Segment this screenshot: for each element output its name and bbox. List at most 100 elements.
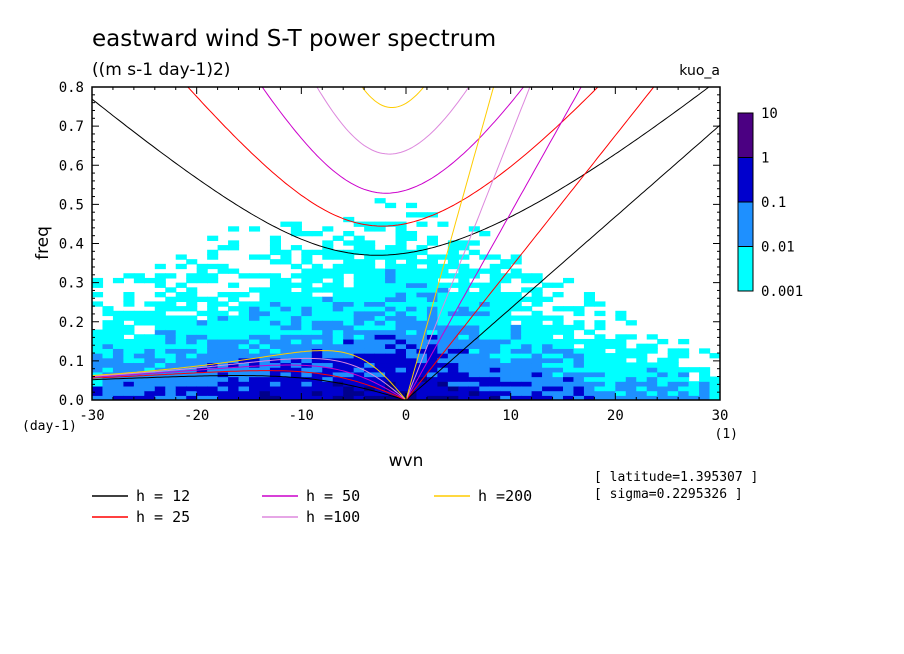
shade-cell [269, 324, 281, 331]
shade-cell [563, 324, 575, 331]
shade-cell [573, 376, 585, 382]
shade-cell [196, 338, 208, 345]
shade-cell [521, 320, 533, 326]
shade-cell [552, 329, 564, 335]
shade-cell [332, 287, 344, 293]
shade-cell [322, 390, 334, 396]
shade-cell [217, 343, 229, 349]
shade-cell [343, 268, 355, 274]
shade-cell [311, 315, 323, 321]
shade-cell [573, 338, 585, 345]
shade-cell [301, 254, 313, 260]
shade-cell [458, 315, 470, 321]
shade-cell [217, 367, 229, 373]
shade-cell [667, 371, 679, 378]
shade-cell [416, 277, 428, 284]
shade-cell [311, 268, 323, 274]
shade-cell [154, 338, 166, 345]
ig-curve [361, 87, 425, 108]
shade-cell [583, 357, 595, 364]
shade-cell [112, 362, 124, 368]
shade-cell [175, 376, 187, 382]
shade-cell [154, 320, 166, 326]
shade-cell [343, 301, 355, 307]
shade-cell [269, 343, 281, 349]
shade-cell [217, 390, 229, 396]
shade-cell [479, 306, 491, 312]
shade-cell [416, 287, 428, 293]
shade-cell [301, 301, 313, 307]
shade-cell [249, 367, 261, 373]
shade-cell [186, 287, 198, 293]
shade-cell [468, 268, 480, 274]
shade-cell [269, 371, 281, 378]
x-tick-label: 20 [607, 408, 624, 424]
shade-cell [353, 395, 365, 400]
shade-cell [175, 338, 187, 345]
shade-cell [426, 371, 438, 378]
shade-cell [374, 353, 386, 359]
shade-cell [259, 390, 271, 396]
shade-cell [290, 324, 302, 331]
shade-cell [311, 385, 323, 392]
shade-cell [322, 395, 334, 400]
shade-cell [583, 381, 595, 387]
shade-cell [385, 348, 397, 354]
shade-cell [196, 263, 208, 270]
shade-cell [196, 385, 208, 392]
shade-cell [290, 367, 302, 373]
y-tick-label: 0.3 [59, 276, 84, 292]
shade-cell [112, 385, 124, 392]
shade-cell [395, 273, 407, 279]
shade-cell [447, 282, 459, 288]
colorbar-box [737, 201, 754, 247]
shade-cell [615, 353, 627, 359]
rossby-curve [92, 375, 407, 400]
shade-cell [123, 385, 135, 392]
shade-cell [510, 362, 522, 368]
shade-cell [217, 376, 229, 382]
shade-cell [133, 376, 145, 382]
shade-cell [165, 334, 177, 340]
shade-cell [123, 395, 135, 400]
shade-cell [332, 353, 344, 359]
shade-cell [269, 249, 281, 256]
shade-cell [500, 263, 512, 270]
shade-cell [510, 371, 522, 378]
shade-cell [395, 310, 407, 317]
shade-cell [228, 240, 240, 246]
shade-cell [406, 315, 418, 321]
shade-cell [426, 277, 438, 284]
shade-cell [343, 310, 355, 317]
shade-cell [395, 362, 407, 368]
shade-cell [395, 282, 407, 288]
shade-cell [269, 367, 281, 373]
shade-cell [406, 385, 418, 392]
shade-cell [542, 362, 554, 368]
shade-cell [437, 273, 449, 279]
shade-cell [500, 324, 512, 331]
chart-title: eastward wind S-T power spectrum [92, 26, 496, 52]
shade-cell [290, 315, 302, 321]
shade-cell [123, 343, 135, 349]
shade-cell [458, 282, 470, 288]
shade-cell [165, 376, 177, 382]
shade-cell [207, 324, 219, 331]
shade-cell [406, 202, 418, 209]
shade-cell [426, 292, 438, 298]
shade-cell [228, 268, 240, 274]
shade-cell [678, 381, 690, 387]
shade-cell [479, 353, 491, 359]
shade-cell [92, 292, 104, 298]
shade-cell [657, 395, 669, 400]
shade-cell [364, 245, 376, 251]
shade-cell [269, 376, 281, 382]
shade-cell [688, 390, 700, 396]
shade-cell [479, 367, 491, 373]
shade-cell [678, 376, 690, 382]
shade-cell [479, 320, 491, 326]
shade-cell [531, 287, 543, 293]
shade-cell [437, 324, 449, 331]
shade-cell [604, 395, 616, 400]
shade-cell [458, 343, 470, 349]
